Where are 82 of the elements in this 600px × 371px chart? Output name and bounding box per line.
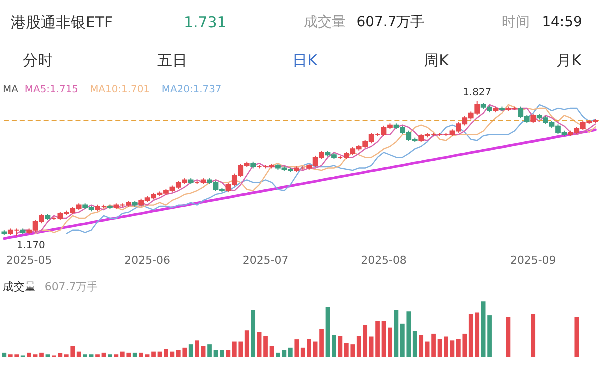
x-tick-label: 2025-08 xyxy=(361,254,407,268)
text: 港股通非银ETF xyxy=(10,14,114,32)
bar xyxy=(388,328,392,358)
text: 1.731 xyxy=(184,14,227,32)
text: 成交量 xyxy=(304,14,346,31)
candlestick xyxy=(530,114,536,124)
bar xyxy=(326,307,330,358)
bar xyxy=(170,352,175,358)
text: 成交量 xyxy=(2,280,36,294)
bar xyxy=(531,314,536,358)
x-tick-label: 2025-06 xyxy=(124,254,170,268)
text: 时间 xyxy=(502,14,530,31)
text: 分时 xyxy=(22,51,53,70)
bar xyxy=(313,342,318,358)
bar xyxy=(270,346,274,358)
bar xyxy=(450,340,455,358)
bar xyxy=(89,354,94,358)
text: MA10:1.701 xyxy=(90,84,150,96)
bar xyxy=(425,342,430,358)
bar xyxy=(188,344,194,358)
bar xyxy=(108,354,112,358)
bar xyxy=(276,352,280,358)
bar xyxy=(369,336,374,358)
x-tick-label: 2025-05 xyxy=(6,254,52,268)
bar xyxy=(40,352,44,358)
bar xyxy=(46,354,50,358)
text: MA5:1.715 xyxy=(24,84,78,96)
bar xyxy=(574,317,580,358)
annotation: 1.170 xyxy=(16,240,46,252)
bar xyxy=(152,352,156,358)
bar xyxy=(102,352,106,358)
bar xyxy=(195,340,200,358)
annotation: 1.827 xyxy=(463,87,492,98)
bar xyxy=(139,352,144,358)
bar xyxy=(488,316,492,358)
bar xyxy=(96,354,100,358)
bar xyxy=(288,348,293,358)
bar xyxy=(438,338,442,358)
bar xyxy=(294,340,300,358)
bar xyxy=(376,321,380,358)
bar xyxy=(220,350,224,358)
x-tick-label: 2025-07 xyxy=(242,254,289,268)
bar xyxy=(282,350,287,358)
bar xyxy=(158,352,162,358)
x-tick-label: 2025-09 xyxy=(510,254,556,268)
bar xyxy=(506,317,511,358)
bar xyxy=(432,334,436,358)
legend-title: MA xyxy=(2,84,19,96)
text: 日K xyxy=(292,51,319,70)
bar xyxy=(2,352,7,358)
bar xyxy=(27,352,32,358)
bar xyxy=(201,346,206,358)
bar xyxy=(114,354,119,358)
bar xyxy=(412,331,418,358)
bar xyxy=(257,332,262,358)
bar xyxy=(251,310,256,358)
bar xyxy=(76,352,82,358)
bar xyxy=(244,330,250,358)
bar xyxy=(419,335,424,358)
bar xyxy=(145,354,150,358)
text: 607.7万手 xyxy=(44,280,98,294)
bar xyxy=(382,321,386,358)
bar xyxy=(164,349,168,358)
text: 月K xyxy=(556,51,583,70)
text: 14:59 xyxy=(542,14,582,31)
bar xyxy=(83,354,88,358)
bar xyxy=(208,344,212,358)
text: MA20:1.737 xyxy=(162,84,222,96)
bar xyxy=(444,336,448,358)
text: 五日 xyxy=(157,51,188,70)
bar xyxy=(394,310,399,358)
bar xyxy=(33,354,38,358)
bar xyxy=(332,335,336,358)
bar xyxy=(338,336,343,358)
bar xyxy=(214,350,218,358)
bar xyxy=(226,350,231,358)
bar xyxy=(132,352,138,358)
text: 周K xyxy=(424,51,450,70)
bar xyxy=(320,330,324,358)
bar xyxy=(264,336,268,358)
bar xyxy=(481,302,486,358)
text: 607.7万手 xyxy=(356,14,425,31)
